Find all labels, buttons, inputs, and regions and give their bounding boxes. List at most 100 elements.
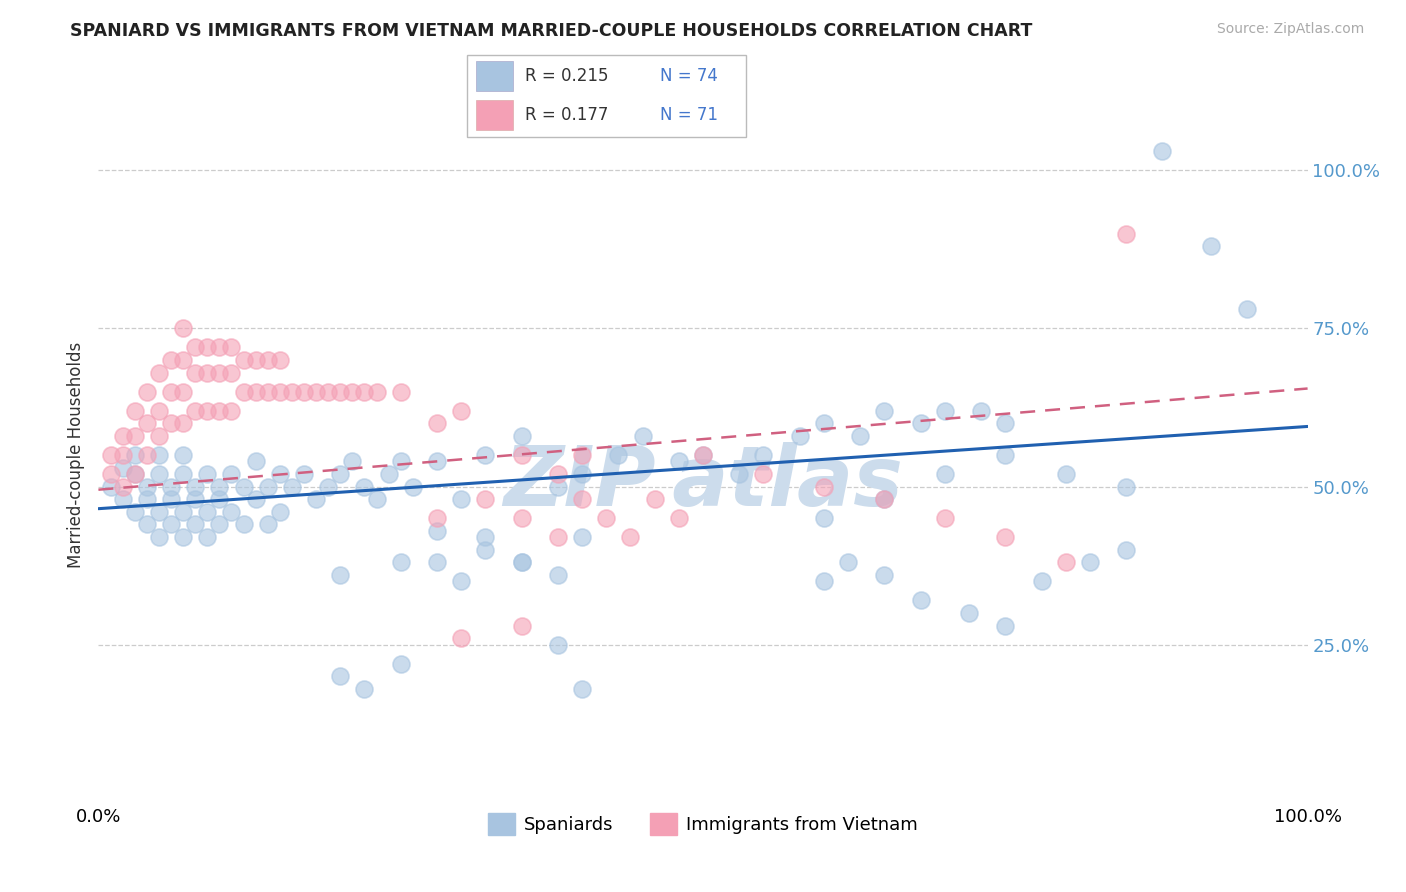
Point [111, 429, 134, 443]
Point [813, 417, 835, 431]
Point [353, 681, 375, 696]
Point [195, 340, 218, 354]
Point [668, 511, 690, 525]
Point [195, 403, 218, 417]
Point [450, 492, 472, 507]
FancyBboxPatch shape [475, 62, 513, 91]
Point [172, 384, 194, 399]
Point [221, 403, 243, 417]
Point [208, 366, 231, 380]
Point [873, 403, 896, 417]
Point [124, 448, 146, 462]
Point [1031, 574, 1053, 589]
Point [245, 384, 267, 399]
Text: ZIP atlas: ZIP atlas [503, 442, 903, 524]
Point [329, 467, 352, 481]
Point [172, 505, 194, 519]
Point [184, 479, 207, 493]
Point [305, 492, 328, 507]
Point [450, 574, 472, 589]
Point [195, 505, 218, 519]
Point [813, 479, 835, 493]
Point [873, 492, 896, 507]
Point [172, 417, 194, 431]
Point [644, 492, 666, 507]
Point [1236, 302, 1258, 317]
Point [135, 384, 157, 399]
Point [232, 384, 254, 399]
Point [1078, 556, 1101, 570]
Point [692, 448, 714, 462]
Point [474, 492, 496, 507]
Point [789, 429, 811, 443]
Point [994, 448, 1017, 462]
Point [172, 448, 194, 462]
Point [160, 353, 183, 368]
Point [342, 454, 364, 468]
Point [813, 511, 835, 525]
Point [148, 448, 170, 462]
Point [402, 479, 425, 493]
Point [873, 568, 896, 582]
Point [245, 454, 267, 468]
Point [195, 366, 218, 380]
Point [994, 618, 1017, 632]
Point [256, 384, 278, 399]
Point [160, 479, 183, 493]
Point [813, 574, 835, 589]
Point [377, 467, 399, 481]
Point [342, 384, 364, 399]
Point [148, 366, 170, 380]
Point [172, 353, 194, 368]
Point [994, 417, 1017, 431]
Point [910, 417, 932, 431]
Point [1152, 145, 1174, 159]
Point [547, 467, 569, 481]
Point [366, 492, 388, 507]
Point [208, 517, 231, 532]
Point [316, 479, 339, 493]
Point [232, 517, 254, 532]
Point [1054, 556, 1077, 570]
Point [1054, 467, 1077, 481]
Point [269, 505, 291, 519]
Point [269, 467, 291, 481]
Point [184, 340, 207, 354]
Text: N = 71: N = 71 [659, 105, 718, 123]
Point [692, 448, 714, 462]
Point [934, 403, 956, 417]
Point [389, 454, 412, 468]
Point [728, 467, 751, 481]
Point [571, 492, 593, 507]
Point [148, 429, 170, 443]
Point [292, 467, 315, 481]
Point [100, 467, 122, 481]
Point [450, 632, 472, 646]
Point [184, 403, 207, 417]
Point [232, 353, 254, 368]
Point [426, 511, 449, 525]
Point [184, 366, 207, 380]
Point [195, 467, 218, 481]
Point [221, 467, 243, 481]
Point [607, 448, 630, 462]
Point [148, 403, 170, 417]
Point [849, 429, 872, 443]
Point [329, 669, 352, 683]
Point [232, 479, 254, 493]
Point [571, 448, 593, 462]
Point [474, 530, 496, 544]
Point [752, 448, 775, 462]
Point [474, 542, 496, 557]
Point [510, 618, 533, 632]
Point [148, 505, 170, 519]
Point [934, 511, 956, 525]
Point [160, 492, 183, 507]
Point [510, 429, 533, 443]
Point [547, 479, 569, 493]
Point [148, 530, 170, 544]
Point [329, 384, 352, 399]
Point [837, 556, 859, 570]
Point [547, 530, 569, 544]
Point [245, 353, 267, 368]
